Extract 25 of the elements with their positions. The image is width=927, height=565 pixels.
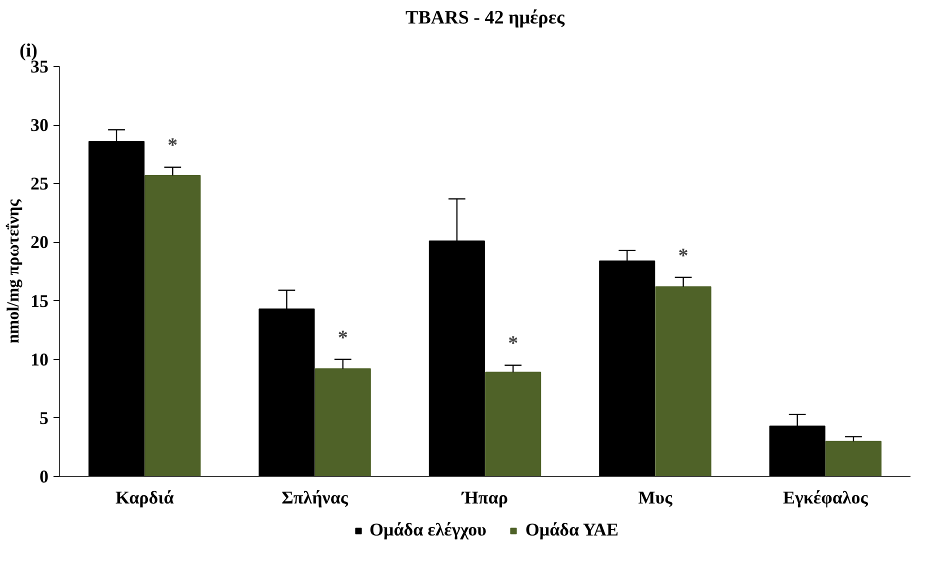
bar — [825, 440, 882, 476]
y-tick-label: 30 — [30, 115, 48, 136]
y-tick-label: 10 — [30, 349, 48, 370]
y-tick-label: 25 — [30, 174, 48, 194]
y-tick-label: 0 — [40, 466, 48, 486]
y-tick-label: 20 — [30, 232, 48, 252]
bar — [655, 286, 712, 476]
bar — [314, 368, 371, 476]
annotation: * — [168, 134, 178, 157]
y-axis-title: nmol/mg πρωτεΐνης — [4, 198, 22, 344]
legend-label: Ομάδα ελέγχου — [370, 520, 486, 540]
annotation: * — [508, 332, 518, 355]
annotation: * — [338, 326, 348, 349]
legend-label: Ομάδα ΥΑΕ — [525, 520, 618, 540]
y-tick-label: 5 — [40, 408, 48, 428]
bar — [485, 372, 542, 476]
annotation: * — [678, 244, 688, 267]
chart-title: TBARS - 42 ημέρες — [406, 8, 566, 28]
x-tick-label: Μυς — [638, 488, 673, 508]
x-tick-label: Καρδιά — [115, 488, 174, 508]
x-tick-label: Εγκέφαλος — [782, 488, 868, 508]
bar — [144, 174, 201, 476]
x-tick-label: Ήπαρ — [461, 488, 508, 508]
x-tick-label: Σπλήνας — [282, 488, 348, 508]
y-tick-label: 15 — [30, 290, 48, 311]
